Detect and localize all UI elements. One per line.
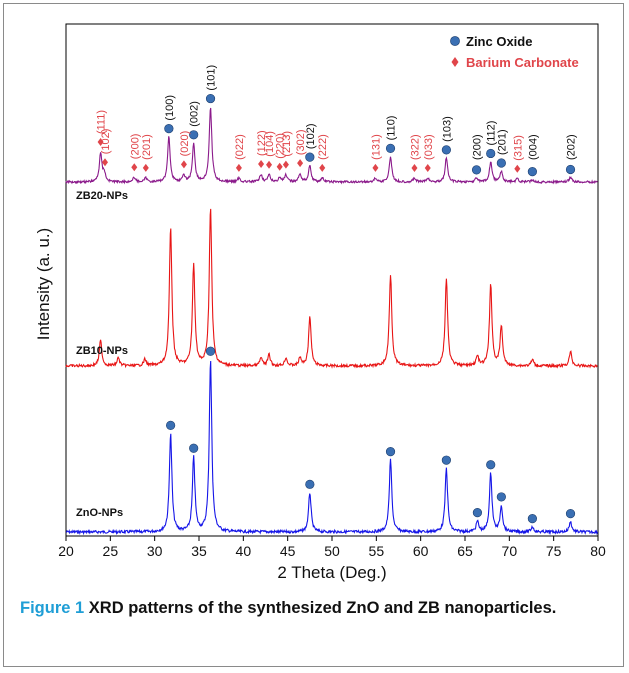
legend-barium-carbonate-label: Barium Carbonate: [466, 55, 579, 70]
zno-hkl-label: (101): [206, 65, 218, 91]
zno-peak-marker: [565, 164, 576, 175]
figure-caption: Figure 1 XRD patterns of the synthesized…: [20, 596, 580, 620]
x-tick-label: 45: [280, 543, 296, 559]
zno-peak-marker: [527, 167, 537, 177]
baco3-peak-marker: [266, 160, 273, 169]
zno-hkl-label: (004): [527, 134, 539, 160]
y-axis-label: Intensity (a. u.): [34, 228, 53, 340]
x-tick-label: 60: [413, 543, 429, 559]
zno-peak-marker: [471, 165, 482, 175]
zno-peak-marker: [205, 346, 216, 356]
x-tick-label: 80: [590, 543, 606, 559]
zno-hkl-label: (102): [305, 123, 317, 149]
zno-peak-marker: [205, 93, 216, 104]
zno-hkl-label: (112): [486, 121, 498, 146]
baco3-hkl-label: (222): [317, 134, 329, 160]
zno-hkl-label: (200): [472, 134, 484, 160]
baco3-hkl-label: (104): [264, 131, 276, 157]
baco3-peak-marker: [276, 162, 283, 171]
zno-peak-marker: [305, 152, 315, 162]
zno-peak-marker: [166, 420, 176, 430]
zno-peak-marker: [486, 148, 496, 159]
baco3-hkl-label: (033): [423, 134, 435, 160]
x-ticks: 20 25 30 35 40 45 50 55 60 65 70 75 80: [58, 536, 606, 559]
zno-hkl-label: (103): [441, 116, 453, 142]
zno-hkl-label: (201): [496, 129, 508, 155]
zno-peak-marker: [385, 447, 396, 457]
zno-peak-marker: [189, 443, 199, 453]
zno-peak-marker: [486, 460, 496, 470]
baco3-peak-marker: [97, 138, 104, 147]
baco3-hkl-label: (220): [275, 133, 287, 159]
legend-zinc-oxide-label: Zinc Oxide: [466, 34, 532, 49]
baco3-peak-marker: [102, 158, 109, 167]
x-tick-label: 40: [236, 543, 252, 559]
zno-peak-marker: [305, 479, 315, 489]
legend-barium-carbonate-marker: [451, 57, 459, 67]
sample-label-zb10: ZB10-NPs: [76, 345, 128, 357]
figure-number: Figure 1: [20, 599, 85, 617]
x-tick-label: 20: [58, 543, 74, 559]
baco3-peak-marker: [142, 163, 149, 172]
x-tick-label: 30: [147, 543, 163, 559]
series-line-zno-nps: [65, 360, 599, 536]
caption-text: XRD patterns of the synthesized ZnO and …: [88, 599, 557, 617]
series-lines: [65, 107, 599, 536]
zno-peak-marker: [496, 158, 506, 168]
xrd-chart: 20 25 30 35 40 45 50 55 60 65 70 75 80 (100) (002) (10…: [34, 23, 606, 582]
baco3-peak-marker: [235, 163, 242, 172]
baco3-peak-marker: [131, 163, 138, 172]
baco3-peak-marker: [319, 163, 326, 172]
baco3-hkl-label: (102): [100, 129, 112, 155]
baco3-peak-marker: [411, 164, 418, 173]
zno-peak-marker: [385, 143, 396, 153]
zno-hkl-label: (100): [164, 95, 176, 121]
zno-hkl-label: (202): [566, 134, 578, 160]
zno-peak-marker: [527, 514, 537, 524]
baco3-peak-marker: [424, 163, 431, 172]
baco3-hkl-label: (200): [129, 134, 141, 160]
baco3-peak-marker: [180, 160, 187, 169]
x-tick-label: 70: [502, 543, 518, 559]
baco3-hkl-label: (213): [281, 131, 293, 157]
baco3-hkl-label: (315): [512, 135, 524, 161]
sample-label-zb20: ZB20-NPs: [76, 190, 128, 202]
legend-zinc-oxide-marker: [450, 36, 460, 46]
baco3-hkl-label: (131): [370, 134, 382, 160]
x-tick-label: 25: [103, 543, 119, 559]
x-tick-label: 50: [324, 543, 340, 559]
baco3-hkl-label: (020): [179, 131, 191, 157]
baco3-hkl-label: (122): [256, 130, 268, 156]
zno-peak-marker: [164, 124, 174, 134]
zno-peak-marker: [441, 455, 451, 465]
plot-area: [65, 23, 599, 537]
baco3-hkl-label: (201): [141, 134, 153, 160]
zno-hkl-label: (110): [386, 116, 398, 141]
x-tick-label: 75: [546, 543, 562, 559]
series-line-zb20-nps: [65, 107, 598, 185]
zno-peak-marker: [496, 492, 506, 502]
zno-peak-marker: [472, 508, 483, 518]
legend: Zinc Oxide Barium Carbonate: [450, 34, 579, 70]
baco3-peak-marker: [282, 160, 289, 169]
x-tick-label: 65: [457, 543, 473, 559]
zno-peak-marker: [189, 130, 199, 140]
peak-annotations: (100) (002)(101)(102) (110) (103)(200)(112)…: [96, 65, 578, 524]
baco3-peak-marker: [372, 163, 379, 172]
baco3-hkl-label: (322): [409, 134, 421, 160]
zno-hkl-label: (002): [189, 101, 201, 127]
baco3-peak-marker: [258, 160, 265, 169]
series-line-zb10-nps: [65, 208, 598, 369]
baco3-hkl-label: (302): [295, 129, 307, 155]
baco3-hkl-label: (111): [96, 110, 108, 134]
x-tick-label: 55: [369, 543, 385, 559]
sample-label-zno: ZnO-NPs: [76, 507, 123, 519]
zno-peak-marker: [565, 509, 576, 519]
x-axis-label: 2 Theta (Deg.): [277, 563, 386, 582]
x-tick-label: 35: [191, 543, 207, 559]
baco3-hkl-label: (022): [234, 134, 246, 160]
baco3-peak-marker: [514, 164, 521, 173]
zno-peak-marker: [441, 145, 451, 155]
baco3-peak-marker: [297, 159, 304, 168]
